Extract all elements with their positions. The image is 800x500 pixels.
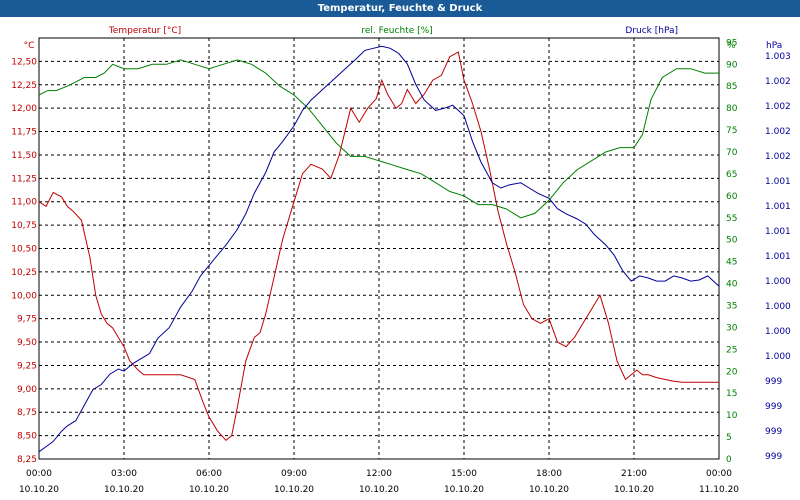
pressure-tick-label: 1.000 [765, 352, 791, 362]
x-tick-time: 12:00 [366, 469, 392, 479]
humidity-tick-label: 90 [726, 60, 738, 70]
temp-tick-label: 12,50 [11, 57, 37, 67]
x-tick-date: 10.10.20 [104, 485, 144, 495]
x-tick-date: 10.10.20 [614, 485, 654, 495]
humidity-tick-label: 20 [726, 367, 738, 377]
temp-tick-label: 9,25 [17, 361, 37, 371]
pressure-tick-label: 1.000 [765, 302, 791, 312]
temp-tick-label: 9,00 [17, 385, 37, 395]
humidity-tick-label: 45 [726, 258, 737, 268]
temperature-line [38, 51, 719, 441]
temp-tick-label: 11,75 [11, 128, 37, 138]
x-tick-date: 10.10.20 [359, 485, 399, 495]
humidity-tick-label: 40 [726, 280, 738, 290]
temp-tick-label: 10,50 [11, 245, 37, 255]
humidity-tick-label: 25 [726, 345, 737, 355]
x-tick-time: 06:00 [196, 469, 222, 479]
humidity-tick-label: 55 [726, 214, 737, 224]
pressure-tick-label: 1.002 [765, 77, 791, 87]
pressure-tick-label: 1.001 [765, 177, 791, 187]
humidity-tick-label: 0 [726, 455, 732, 465]
x-tick-date: 10.10.20 [444, 485, 484, 495]
pressure-tick-label: 999 [765, 452, 782, 462]
humidity-tick-label: 70 [726, 148, 738, 158]
pressure-tick-label: 1.002 [765, 152, 791, 162]
x-tick-time: 18:00 [536, 469, 562, 479]
x-tick-time: 21:00 [621, 469, 647, 479]
pressure-tick-label: 1.001 [765, 202, 791, 212]
x-tick-time: 00:00 [706, 469, 732, 479]
humidity-tick-label: 85 [726, 82, 737, 92]
humidity-tick-label: 10 [726, 411, 738, 421]
humidity-tick-label: 35 [726, 302, 737, 312]
pressure-tick-label: 1.000 [765, 277, 791, 287]
chart-title: Temperatur, Feuchte & Druck [0, 0, 800, 17]
temp-tick-label: 8,75 [17, 408, 37, 418]
humidity-line [38, 59, 719, 219]
humidity-tick-label: 80 [726, 104, 738, 114]
x-tick-date: 10.10.20 [529, 485, 569, 495]
temp-tick-label: 10,75 [11, 221, 37, 231]
temp-tick-label: 12,00 [11, 104, 37, 114]
x-tick-date: 10.10.20 [274, 485, 314, 495]
temp-tick-label: 9,75 [17, 315, 37, 325]
temp-tick-label: 8,25 [17, 455, 37, 465]
temp-tick-label: 12,25 [11, 81, 37, 91]
x-tick-date: 11.10.20 [699, 485, 739, 495]
pressure-tick-label: 999 [765, 427, 782, 437]
x-tick-date: 10.10.20 [19, 485, 59, 495]
pressure-tick-label: 1.001 [765, 252, 791, 262]
humidity-tick-label: 60 [726, 192, 738, 202]
pressure-tick-label: 1.002 [765, 127, 791, 137]
temp-tick-label: 8,50 [17, 432, 37, 442]
temp-tick-label: 10,00 [11, 291, 37, 301]
pressure-axis-unit: hPa [766, 41, 782, 51]
humidity-tick-label: 95 [726, 38, 737, 48]
temp-tick-label: 9,50 [17, 338, 37, 348]
x-tick-time: 09:00 [281, 469, 307, 479]
humidity-tick-label: 15 [726, 389, 737, 399]
humidity-tick-label: 65 [726, 170, 737, 180]
temp-tick-label: 10,25 [11, 268, 37, 278]
pressure-line [38, 45, 720, 453]
pressure-tick-label: 999 [765, 402, 782, 412]
temp-axis-unit: °C [24, 41, 35, 51]
pressure-tick-label: 1.003 [765, 52, 791, 62]
x-tick-time: 00:00 [26, 469, 52, 479]
pressure-tick-label: 1.002 [765, 102, 791, 112]
humidity-tick-label: 5 [726, 433, 732, 443]
temp-tick-label: 11,50 [11, 151, 37, 161]
humidity-tick-label: 50 [726, 236, 738, 246]
temp-axis-title: Temperatur [°C] [108, 26, 181, 36]
humidity-axis-title: rel. Feuchte [%] [361, 26, 432, 36]
x-tick-time: 03:00 [111, 469, 137, 479]
pressure-tick-label: 1.000 [765, 327, 791, 337]
pressure-tick-label: 1.001 [765, 227, 791, 237]
humidity-tick-label: 30 [726, 323, 738, 333]
x-tick-date: 10.10.20 [189, 485, 229, 495]
humidity-tick-label: 75 [726, 126, 737, 136]
pressure-tick-label: 999 [765, 377, 782, 387]
x-tick-time: 15:00 [451, 469, 477, 479]
temp-tick-label: 11,00 [11, 198, 37, 208]
pressure-axis-title: Druck [hPa] [625, 26, 678, 36]
temp-tick-label: 11,25 [11, 174, 37, 184]
humidity-axis-unit: % [727, 41, 736, 51]
